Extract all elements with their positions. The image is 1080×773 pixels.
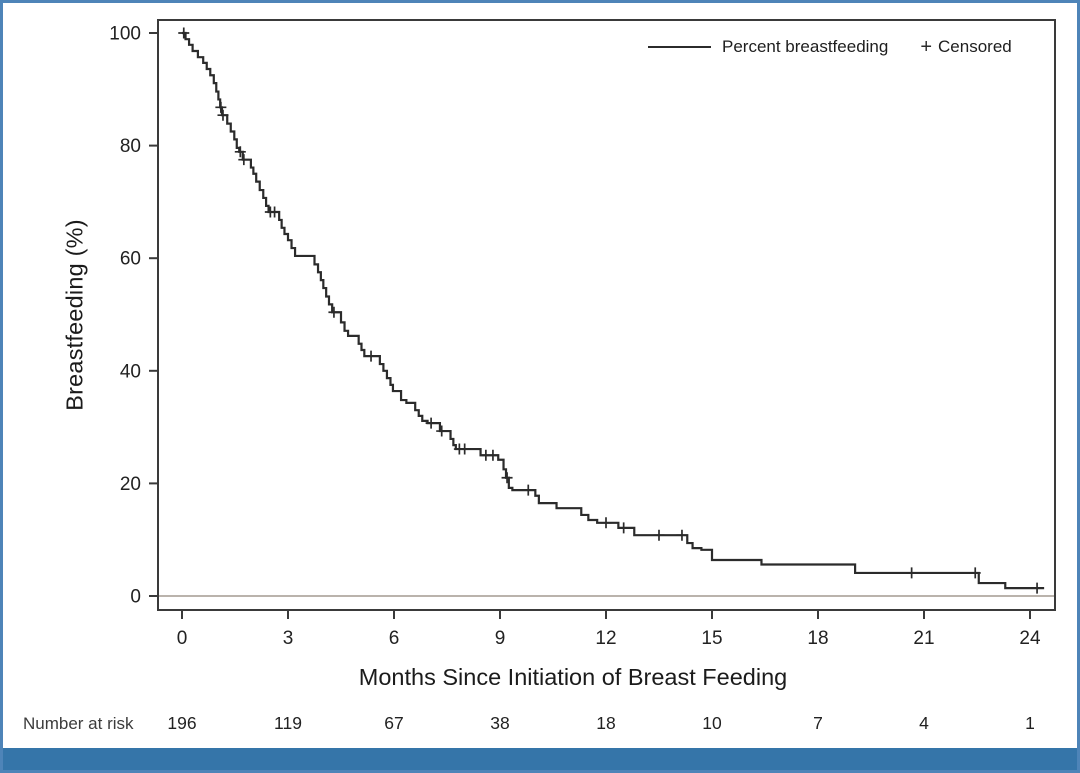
risk-count: 38 bbox=[490, 713, 510, 733]
risk-count: 67 bbox=[384, 713, 404, 733]
risk-count: 196 bbox=[167, 713, 197, 733]
risk-count: 7 bbox=[813, 713, 823, 733]
km-plot: 0 3 6 9 12 15 18 21 24 0 20 40 60 80 100 bbox=[109, 19, 1056, 649]
censored-plus-icon: + bbox=[920, 36, 933, 58]
number-at-risk-label: Number at risk bbox=[23, 714, 134, 733]
bottom-blue-band bbox=[3, 748, 1077, 770]
y-tick-label: 100 bbox=[109, 24, 141, 45]
y-tick-label: 40 bbox=[120, 361, 141, 382]
risk-count: 18 bbox=[596, 713, 616, 733]
y-axis-title: Breastfeeding (%) bbox=[61, 219, 88, 411]
x-axis-title: Months Since Initiation of Breast Feedin… bbox=[358, 664, 788, 690]
legend: Percent breastfeeding + Censored bbox=[648, 36, 1012, 58]
legend-censored-label: Censored bbox=[938, 37, 1012, 56]
y-tick-label: 60 bbox=[120, 249, 141, 270]
x-tick-label: 18 bbox=[807, 628, 828, 649]
y-tick-label: 20 bbox=[120, 474, 141, 495]
y-tick-label: 80 bbox=[120, 136, 141, 157]
y-tick-label: 0 bbox=[130, 587, 141, 608]
legend-series-label: Percent breastfeeding bbox=[722, 37, 889, 56]
x-tick-label: 0 bbox=[177, 628, 188, 649]
x-tick-label: 3 bbox=[283, 628, 294, 649]
risk-count: 119 bbox=[274, 713, 302, 733]
km-curve bbox=[182, 31, 1045, 590]
x-tick-label: 24 bbox=[1019, 628, 1041, 649]
legend-line-sample-icon bbox=[648, 46, 711, 48]
x-tick-label: 9 bbox=[495, 628, 506, 649]
risk-count: 4 bbox=[919, 713, 929, 733]
censor-marks bbox=[178, 27, 1043, 594]
x-tick-label: 21 bbox=[913, 628, 934, 649]
x-tick-label: 12 bbox=[595, 628, 616, 649]
x-tick-label: 15 bbox=[701, 628, 722, 649]
risk-count: 10 bbox=[702, 713, 722, 733]
risk-count: 1 bbox=[1025, 713, 1035, 733]
x-tick-label: 6 bbox=[389, 628, 400, 649]
